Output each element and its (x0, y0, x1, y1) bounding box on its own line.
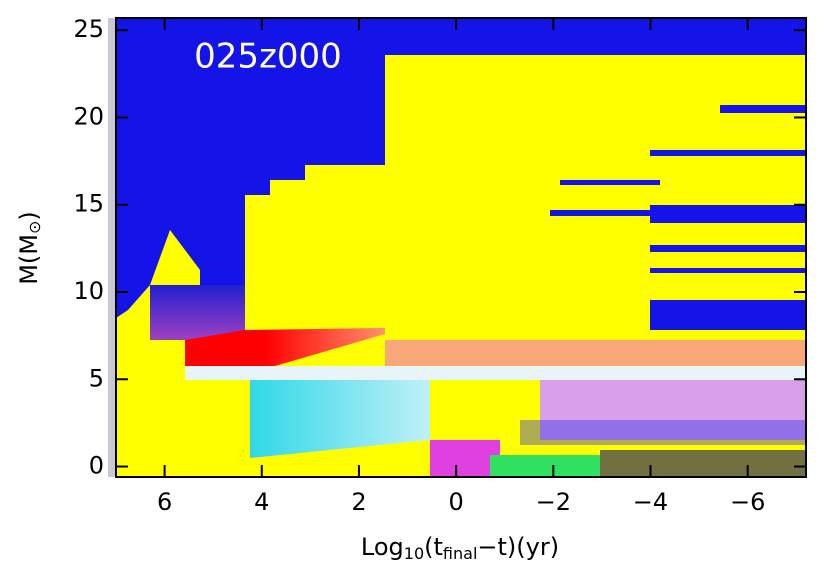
x-tick-label: −2 (536, 488, 571, 516)
x-axis-label: Log10(tfinal−t)(yr) (361, 533, 559, 563)
pink-region (540, 380, 806, 440)
envelope-region (116, 18, 806, 318)
edge (108, 18, 116, 477)
shell-region (385, 340, 806, 366)
shell-edge (185, 366, 806, 380)
label-part: final (443, 544, 477, 563)
y-tick-label: 20 (73, 102, 104, 130)
y-axis-label: M(M⊙) (15, 211, 44, 285)
y-tick-label: 10 (73, 277, 104, 305)
label-part: −t)(yr) (477, 533, 559, 561)
magenta-region (430, 440, 500, 477)
stripe (560, 180, 660, 185)
x-tick-label: −6 (730, 488, 765, 516)
stripe (720, 105, 806, 113)
label-part: (t (424, 533, 443, 561)
y-tick-label: 5 (89, 364, 104, 392)
stripe (650, 300, 806, 330)
y-tick-label: 25 (73, 15, 104, 43)
label-part: 10 (404, 544, 424, 563)
gradient-region (150, 285, 245, 340)
stripe (650, 245, 806, 252)
x-tick-label: 0 (449, 488, 464, 516)
plot-frame (115, 17, 807, 478)
olive-region (600, 450, 806, 477)
x-tick-label: −4 (633, 488, 668, 516)
chart-title: 025z000 (194, 37, 342, 77)
stripe (650, 150, 806, 156)
x-tick-label: 6 (157, 488, 172, 516)
label-part: Log (361, 533, 404, 561)
stripe (650, 205, 806, 223)
burning-region (185, 328, 385, 366)
stripe (520, 420, 806, 445)
x-tick-label: 2 (351, 488, 366, 516)
label-part: ⊙ (25, 221, 44, 234)
regions (108, 18, 806, 477)
label-part: M(M (15, 234, 43, 285)
core-region (250, 380, 430, 458)
green-region (490, 455, 600, 477)
y-tick-label: 15 (73, 190, 104, 218)
label-part: ) (15, 211, 43, 220)
x-tick-label: 4 (254, 488, 269, 516)
y-tick-label: 0 (89, 452, 104, 480)
stripe (650, 268, 806, 273)
